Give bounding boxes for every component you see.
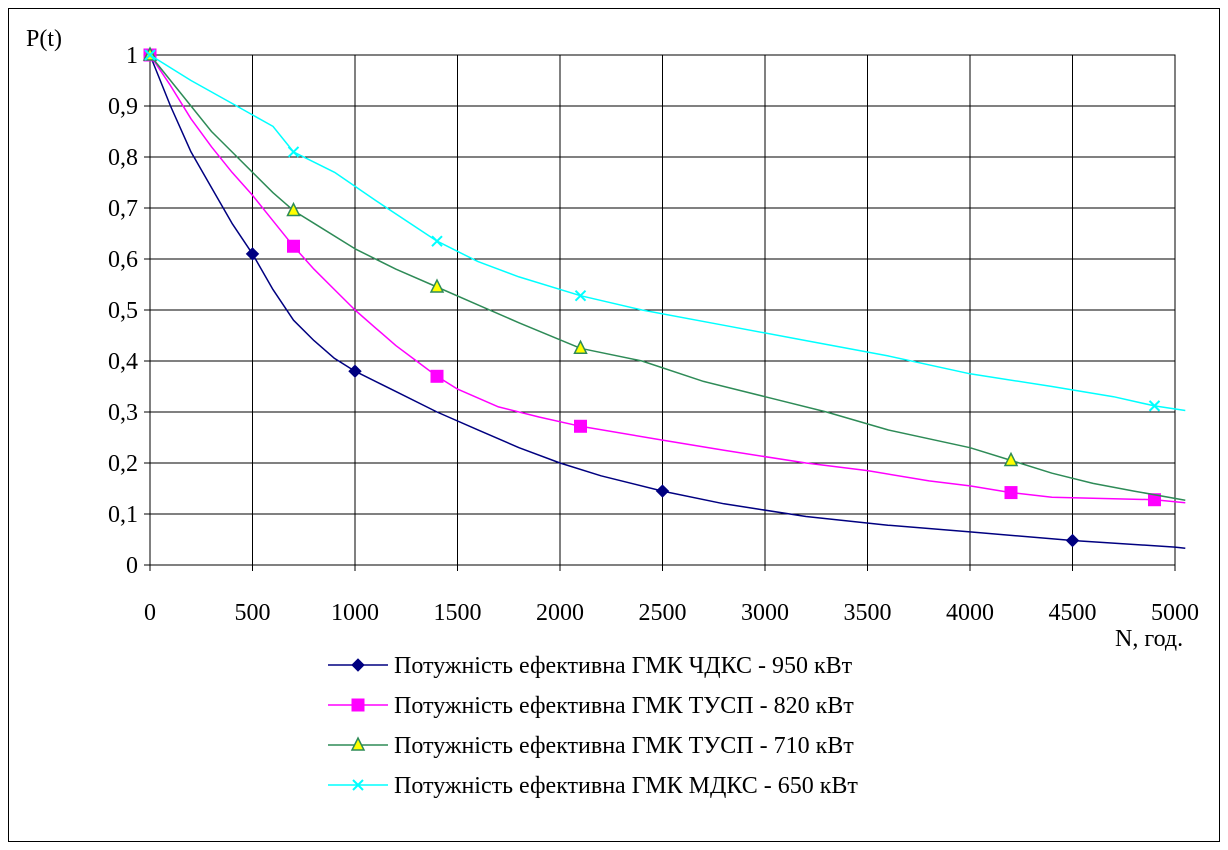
x-tick-label: 1000 bbox=[331, 600, 379, 626]
legend-label: Потужність ефективна ГМК ТУСП - 820 кВт bbox=[394, 693, 854, 719]
data-point bbox=[286, 201, 301, 217]
legend-item: Потужність ефективна ГМК ЧДКС - 950 кВт bbox=[328, 653, 853, 679]
legend-item: Потужність ефективна ГМК МДКС - 650 кВт bbox=[328, 773, 858, 799]
y-tick-label: 0,5 bbox=[108, 298, 138, 324]
legend-marker bbox=[350, 736, 366, 751]
data-point bbox=[287, 146, 300, 158]
x-axis-label: N, год. bbox=[1115, 626, 1183, 652]
series-line bbox=[149, 54, 1186, 549]
legend: Потужність ефективна ГМК ЧДКС - 950 кВт П… bbox=[328, 653, 858, 799]
y-tick-label: 0,9 bbox=[108, 94, 138, 120]
x-tick-labels: 0 500 1000 1500 2000 2500 3000 3500 4000 4500 5000 bbox=[144, 600, 1199, 626]
y-tick-label: 0,8 bbox=[108, 145, 138, 171]
data-point bbox=[1003, 451, 1019, 467]
x-tick-label: 500 bbox=[235, 600, 271, 626]
series-group bbox=[142, 46, 1186, 549]
legend-item: Потужність ефективна ГМК ТУСП - 820 кВт bbox=[328, 693, 854, 719]
series-3 bbox=[142, 46, 1186, 501]
series-1 bbox=[143, 48, 1186, 549]
series-line bbox=[149, 54, 1186, 501]
x-tick-label: 4500 bbox=[1049, 600, 1097, 626]
legend-label: Потужність ефективна ГМК ЧДКС - 950 кВт bbox=[394, 653, 853, 679]
series-line bbox=[149, 54, 1186, 504]
y-tick-label: 0,6 bbox=[108, 247, 138, 273]
series-2 bbox=[143, 48, 1186, 507]
axes bbox=[144, 54, 1176, 571]
x-tick-label: 2500 bbox=[639, 600, 687, 626]
legend-marker bbox=[351, 658, 365, 672]
data-point bbox=[431, 235, 443, 247]
series-4 bbox=[144, 49, 1186, 412]
legend-label: Потужність ефективна ГМК ТУСП - 710 кВт bbox=[394, 733, 854, 759]
data-point bbox=[574, 419, 587, 433]
y-tick-label: 0,3 bbox=[108, 400, 138, 426]
y-tick-label: 0,1 bbox=[108, 502, 138, 528]
series-line bbox=[149, 54, 1186, 412]
data-point bbox=[573, 339, 588, 354]
legend-marker bbox=[352, 779, 364, 791]
data-point bbox=[1004, 486, 1018, 500]
data-point bbox=[144, 49, 156, 61]
x-tick-label: 4000 bbox=[946, 600, 994, 626]
data-point bbox=[1148, 400, 1161, 412]
y-tick-label: 0,2 bbox=[108, 451, 138, 477]
x-tick-label: 1500 bbox=[434, 600, 482, 626]
legend-item: Потужність ефективна ГМК ТУСП - 710 кВт bbox=[328, 733, 854, 759]
x-tick-label: 3500 bbox=[844, 600, 892, 626]
x-tick-label: 0 bbox=[144, 600, 156, 626]
y-tick-labels: 0 0,1 0,2 0,3 0,4 0,5 0,6 0,7 0,8 0,9 1 bbox=[108, 43, 138, 579]
data-point bbox=[245, 247, 260, 261]
chart-frame bbox=[8, 8, 1220, 842]
y-axis-label: P(t) bbox=[26, 26, 62, 52]
data-point bbox=[574, 290, 587, 302]
data-point bbox=[429, 278, 445, 293]
data-point bbox=[1148, 493, 1161, 507]
data-point bbox=[1065, 533, 1080, 548]
x-tick-label: 3000 bbox=[741, 600, 789, 626]
y-tick-label: 0,7 bbox=[108, 196, 138, 222]
data-point bbox=[655, 484, 670, 498]
x-tick-label: 2000 bbox=[536, 600, 584, 626]
x-tick-label: 5000 bbox=[1151, 600, 1199, 626]
y-tick-label: 1 bbox=[126, 43, 138, 69]
legend-marker bbox=[351, 698, 365, 712]
legend-label: Потужність ефективна ГМК МДКС - 650 кВт bbox=[394, 773, 858, 799]
data-point bbox=[430, 369, 444, 383]
y-tick-label: 0,4 bbox=[108, 349, 138, 375]
data-point bbox=[287, 239, 300, 253]
y-tick-label: 0 bbox=[126, 553, 138, 579]
data-point bbox=[348, 364, 362, 378]
